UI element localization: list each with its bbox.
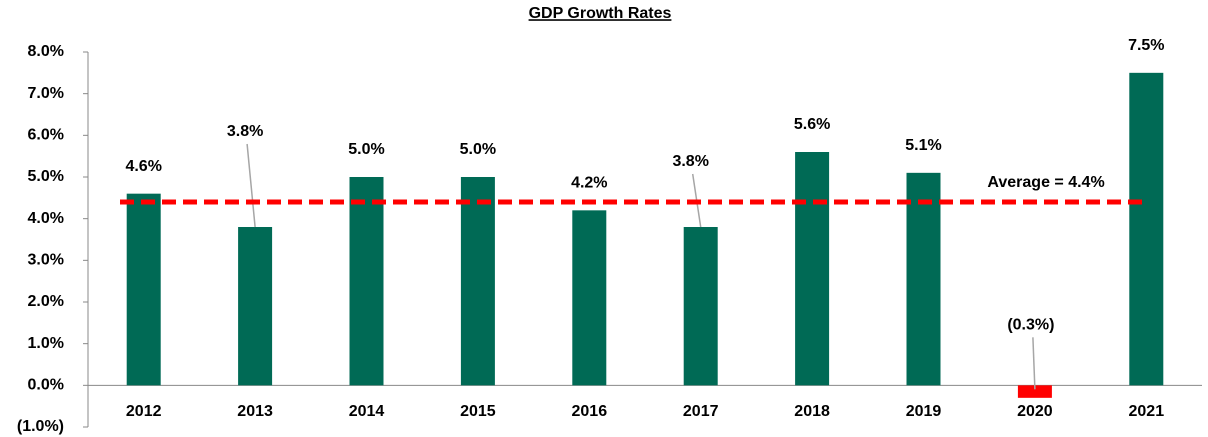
x-tick-label: 2014 xyxy=(349,403,385,420)
leader-line xyxy=(1032,337,1036,390)
data-label: 5.6% xyxy=(794,116,830,133)
data-label: 5.0% xyxy=(348,141,384,158)
bar xyxy=(572,210,607,386)
x-tick-label: 2018 xyxy=(794,403,830,420)
x-tick-label: 2021 xyxy=(1129,403,1165,420)
y-tick-label: 1.0% xyxy=(28,335,64,352)
x-tick-label: 2012 xyxy=(126,403,162,420)
bar xyxy=(126,193,161,386)
bar xyxy=(683,227,718,386)
x-tick-label: 2020 xyxy=(1017,403,1053,420)
y-tick-label: 4.0% xyxy=(28,210,64,227)
y-tick-label: 2.0% xyxy=(28,293,64,310)
data-label: 5.1% xyxy=(905,137,941,154)
y-tick-label: (1.0%) xyxy=(17,418,64,435)
bar xyxy=(349,177,384,386)
x-tick-label: 2013 xyxy=(237,403,273,420)
x-tick-label: 2019 xyxy=(906,403,942,420)
x-tick-label: 2017 xyxy=(683,403,719,420)
chart-title: GDP Growth Rates xyxy=(529,5,672,22)
data-label: 5.0% xyxy=(460,141,496,158)
data-label: 3.8% xyxy=(672,153,708,170)
bar xyxy=(906,172,941,386)
data-label: 4.6% xyxy=(125,158,161,175)
data-label: (0.3%) xyxy=(1007,317,1054,334)
bar xyxy=(1129,72,1164,386)
average-label: Average = 4.4% xyxy=(987,174,1104,191)
leader-line xyxy=(246,143,256,228)
x-tick-label: 2015 xyxy=(460,403,496,420)
x-tick-label: 2016 xyxy=(572,403,608,420)
y-tick-label: 6.0% xyxy=(28,127,64,144)
bar xyxy=(1017,385,1052,398)
data-label: 7.5% xyxy=(1128,37,1164,54)
y-tick-label: 3.0% xyxy=(28,252,64,269)
y-tick-label: 8.0% xyxy=(28,43,64,60)
bar xyxy=(795,152,830,386)
data-label: 3.8% xyxy=(227,123,263,140)
y-tick-label: 5.0% xyxy=(28,168,64,185)
y-tick-label: 7.0% xyxy=(28,85,64,102)
bar xyxy=(460,177,495,386)
data-label: 4.2% xyxy=(571,175,607,192)
bar xyxy=(238,227,273,386)
y-tick-label: 0.0% xyxy=(28,377,64,394)
